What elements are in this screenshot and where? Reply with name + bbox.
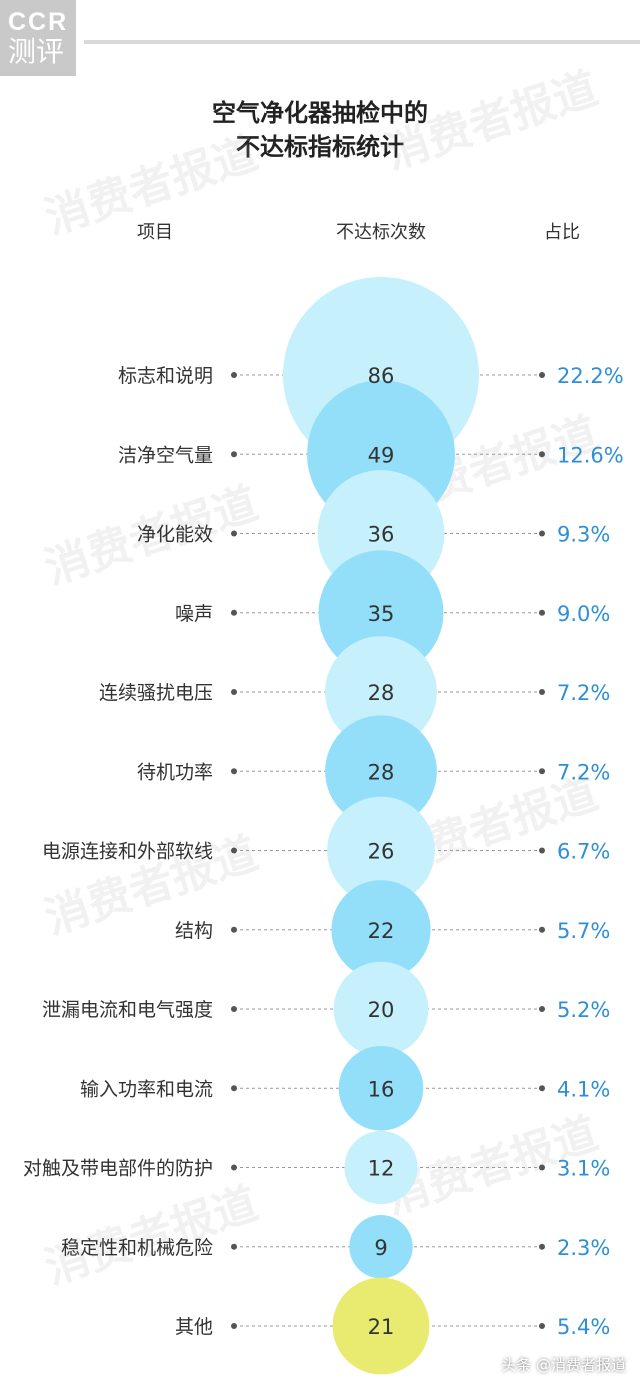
count-value: 35 bbox=[368, 602, 395, 626]
count-value: 86 bbox=[368, 364, 395, 388]
leader-dot-left bbox=[231, 609, 237, 616]
ratio-value: 5.2% bbox=[557, 998, 610, 1022]
leader-dot-left bbox=[231, 1243, 237, 1250]
leader-dot-left bbox=[231, 1085, 237, 1092]
bubble bbox=[331, 880, 431, 980]
count-value: 26 bbox=[368, 840, 395, 864]
bubble bbox=[349, 1215, 413, 1279]
ratio-value: 7.2% bbox=[557, 681, 610, 705]
leader-dot-right bbox=[539, 1006, 545, 1012]
leader-dot-right bbox=[539, 530, 545, 537]
leader-dot-right bbox=[539, 451, 545, 458]
column-header-item: 项目 bbox=[137, 222, 173, 243]
item-label: 稳定性和机械危险 bbox=[61, 1237, 213, 1259]
item-label: 输入功率和电流 bbox=[80, 1078, 213, 1100]
ratio-value: 7.2% bbox=[557, 760, 610, 784]
leader-dot-right bbox=[539, 1085, 545, 1092]
count-value: 49 bbox=[368, 443, 395, 467]
item-label: 连续骚扰电压 bbox=[99, 682, 213, 704]
leader-dot-left bbox=[231, 1323, 237, 1329]
ratio-value: 12.6% bbox=[557, 443, 624, 467]
leader-dot-right bbox=[539, 926, 545, 933]
logo-text-review: 测评 bbox=[8, 35, 65, 68]
count-value: 9 bbox=[374, 1236, 387, 1260]
leader-dot-left bbox=[231, 926, 237, 933]
count-value: 12 bbox=[368, 1157, 395, 1181]
leader-dot-right bbox=[539, 1243, 545, 1250]
ratio-value: 9.0% bbox=[557, 602, 610, 626]
leader-dot-left bbox=[231, 451, 237, 458]
item-label: 洁净空气量 bbox=[118, 444, 213, 466]
leader-dot-left bbox=[231, 768, 237, 775]
count-value: 28 bbox=[368, 681, 395, 705]
ratio-value: 3.1% bbox=[557, 1157, 610, 1181]
leader-lines bbox=[231, 372, 545, 1329]
item-label: 标志和说明 bbox=[118, 365, 213, 387]
top-divider bbox=[84, 40, 640, 44]
column-header-count: 不达标次数 bbox=[336, 222, 426, 243]
chart-title-line1: 空气净化器抽检中的 bbox=[212, 99, 428, 127]
bubble bbox=[327, 796, 435, 905]
bubble bbox=[332, 1277, 430, 1375]
leader-dot-left bbox=[231, 1006, 237, 1012]
ccr-logo: CCR 测评 bbox=[0, 0, 76, 76]
leader-dot-left bbox=[231, 530, 237, 537]
ratio-value: 22.2% bbox=[557, 364, 624, 388]
count-value: 28 bbox=[368, 760, 395, 784]
ratio-value: 9.3% bbox=[557, 523, 610, 547]
bubbles bbox=[283, 277, 479, 1375]
bubble bbox=[318, 550, 444, 676]
count-value: 21 bbox=[368, 1315, 395, 1339]
ratio-value: 5.4% bbox=[557, 1315, 610, 1339]
logo-text-ccr: CCR bbox=[8, 8, 69, 36]
count-value: 36 bbox=[368, 523, 395, 547]
leader-dot-left bbox=[231, 372, 237, 378]
chart-title-line2: 不达标指标统计 bbox=[236, 133, 404, 161]
leader-dot-right bbox=[539, 847, 545, 854]
bubble bbox=[344, 1130, 418, 1205]
item-label: 噪声 bbox=[175, 603, 213, 625]
bubble bbox=[338, 1045, 424, 1131]
leader-dot-right bbox=[539, 609, 545, 616]
count-value: 22 bbox=[368, 919, 395, 943]
bubble bbox=[325, 636, 437, 748]
item-label: 结构 bbox=[175, 920, 213, 942]
chart-title: 空气净化器抽检中的 不达标指标统计 bbox=[0, 96, 640, 164]
bubble bbox=[325, 715, 437, 828]
leader-dot-right bbox=[539, 1323, 545, 1329]
count-value: 20 bbox=[368, 998, 395, 1022]
leader-dot-right bbox=[539, 689, 545, 695]
footer-credit: 头条 @消费者报道 bbox=[501, 1356, 626, 1374]
item-label: 待机功率 bbox=[137, 761, 213, 783]
item-label: 泄漏电流和电气强度 bbox=[42, 999, 213, 1021]
ratio-value: 4.1% bbox=[557, 1077, 610, 1101]
leader-dot-left bbox=[231, 689, 237, 695]
ratio-value: 6.7% bbox=[557, 840, 610, 864]
leader-dot-right bbox=[539, 768, 545, 775]
ratio-value: 5.7% bbox=[557, 919, 610, 943]
item-label: 净化能效 bbox=[137, 524, 213, 546]
leader-dot-right bbox=[539, 1164, 545, 1171]
leader-dot-left bbox=[231, 847, 237, 854]
column-header-ratio: 占比 bbox=[544, 222, 580, 243]
ratio-value: 2.3% bbox=[557, 1236, 610, 1260]
item-label: 其他 bbox=[175, 1316, 213, 1338]
bubble bbox=[333, 961, 429, 1057]
labels: 标志和说明 86 22.2% 洁净空气量 49 12.6% 净化能效 36 9.3% 噪声 35 9.… bbox=[23, 364, 624, 1339]
count-value: 16 bbox=[368, 1077, 395, 1101]
leader-dot-right bbox=[539, 372, 545, 378]
leader-dot-left bbox=[231, 1164, 237, 1171]
item-label: 对触及带电部件的防护 bbox=[23, 1158, 213, 1180]
item-label: 电源连接和外部软线 bbox=[42, 841, 213, 863]
